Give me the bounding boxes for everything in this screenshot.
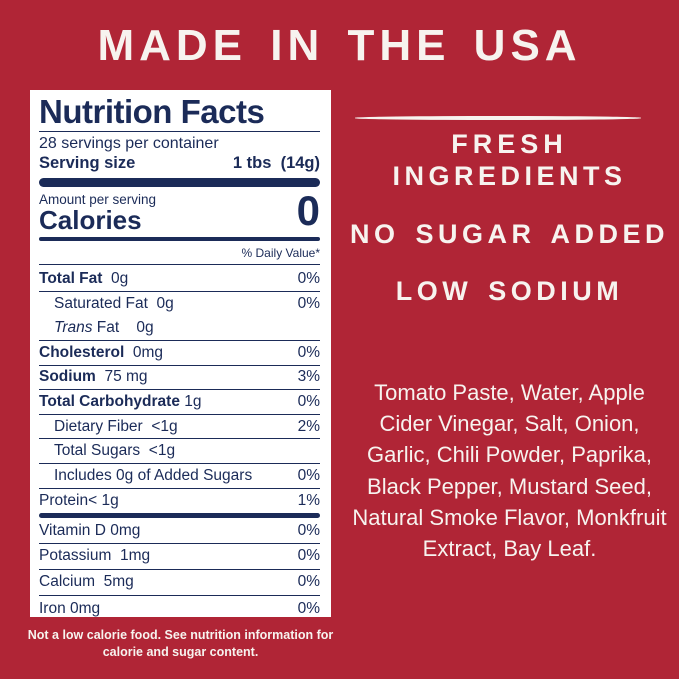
amount-per-serving-label: Amount per serving xyxy=(39,192,157,208)
divider-thin xyxy=(39,264,320,266)
nutrient-row: Vitamin D 0mg 0% xyxy=(39,518,320,545)
made-in-usa-heading: MADE IN THE USA xyxy=(97,21,582,70)
label-footnote: Not a low calorie food. See nutrition in… xyxy=(27,628,334,659)
ingredients-line: Tomato Paste, Water, Apple xyxy=(374,380,645,405)
ingredients-line: Black Pepper, Mustard Seed, xyxy=(367,473,652,499)
nutrient-name: Cholesterol 0mg xyxy=(39,343,164,361)
nutrient-name: Sodium 75 mg xyxy=(39,368,148,386)
nutrient-name: Vitamin D 0mg xyxy=(39,521,141,539)
nutrient-name: Includes 0g of Added Sugars xyxy=(54,466,253,484)
nutrient-name: Potassium 1mg xyxy=(39,547,151,565)
divider-medium xyxy=(39,237,320,242)
nutrient-name: Dietary Fiber <1g xyxy=(54,417,178,435)
daily-value-percent: 0% xyxy=(297,547,320,565)
nutrient-name: Protein< 1g xyxy=(39,491,119,509)
ingredients-list: Tomato Paste, Water, Apple Cider Vinegar,… xyxy=(340,377,679,564)
nutrient-name: Total Sugars <1g xyxy=(54,442,176,460)
calories-labels: Amount per serving Calories xyxy=(39,189,156,233)
nutrient-rows-vitamins: Vitamin D 0mg 0% Potassium 1mg 0% Calcium 5m… xyxy=(39,518,320,617)
claim-fresh: FRESH xyxy=(451,129,568,159)
divider-thick xyxy=(39,513,320,519)
claims-column: FRESH INGREDIENTS NO SUGAR ADDED LOW SOD… xyxy=(340,0,679,679)
nutrient-row: Protein< 1g 1% xyxy=(39,489,320,514)
nutrient-row: Saturated Fat 0g 0% xyxy=(39,292,320,317)
nutrient-name: Total Carbohydrate 1g xyxy=(39,393,202,411)
claim-ingredients: INGREDIENTS xyxy=(392,161,627,191)
nutrient-row: Calcium 5mg 0% xyxy=(39,570,320,596)
claim-low-sodium: LOW SODIUM xyxy=(395,276,624,306)
brush-divider-line xyxy=(355,116,641,120)
daily-value-header: % Daily Value* xyxy=(241,246,320,261)
serving-size-row: Serving size 1 tbs (14g) xyxy=(39,153,320,174)
nutrient-row: Total Carbohydrate 1g 0% xyxy=(39,390,320,415)
nutrient-row: Sodium 75 mg 3% xyxy=(39,366,320,391)
ingredients-line: Garlic, Chili Powder, Paprika, xyxy=(367,442,652,468)
daily-value-percent: 0% xyxy=(297,295,320,313)
daily-value-percent: 0% xyxy=(297,573,320,591)
nutrient-name: Total Fat 0g xyxy=(39,270,129,288)
nutrient-name: Saturated Fat 0g xyxy=(54,295,174,313)
calories-block: Amount per serving Calories 0 xyxy=(39,189,320,235)
nutrient-row: Total Fat 0g 0% xyxy=(39,267,320,292)
nutrient-name: Iron 0mg xyxy=(39,599,101,617)
servings-per-container: 28 servings per container xyxy=(39,135,219,153)
ingredients-line: Natural Smoke Flavor, Monkfruit xyxy=(352,504,667,530)
daily-value-percent: 1% xyxy=(297,491,320,509)
nutrient-name: Trans Fat 0g xyxy=(54,319,154,337)
serving-size-label: Serving size xyxy=(39,154,136,173)
nutrient-row: Includes 0g of Added Sugars 0% xyxy=(39,464,320,489)
daily-value-percent: 0% xyxy=(297,521,320,539)
divider-thick xyxy=(39,178,320,188)
daily-value-percent: 0% xyxy=(297,343,320,361)
daily-value-percent: 0% xyxy=(297,466,320,484)
nutrient-row: Cholesterol 0mg 0% xyxy=(39,341,320,366)
nutrient-row: Dietary Fiber <1g 2% xyxy=(39,415,320,440)
daily-value-percent: 2% xyxy=(297,417,320,435)
divider-thin xyxy=(39,131,320,133)
nutrient-row: Iron 0mg 0% xyxy=(39,596,320,617)
claim-no-sugar-added: NO SUGAR ADDED xyxy=(349,219,669,249)
nutrition-facts-title: Nutrition Facts xyxy=(39,93,265,130)
daily-value-percent: 0% xyxy=(297,599,320,617)
daily-value-percent: 0% xyxy=(297,270,320,288)
nutrient-row: Total Sugars <1g xyxy=(39,439,320,465)
nutrition-facts-panel: Nutrition Facts 28 servings per containe… xyxy=(30,90,331,617)
daily-value-percent: 0% xyxy=(297,393,320,411)
serving-size-value: 1 tbs (14g) xyxy=(232,154,320,173)
calories-label: Calories xyxy=(39,205,142,236)
nutrient-rows-main: Total Fat 0g 0% Saturated Fat 0g 0% Trans Fa… xyxy=(39,267,320,513)
calories-value: 0 xyxy=(296,187,320,235)
daily-value-percent: 3% xyxy=(297,368,320,386)
nutrient-row: Trans Fat 0g xyxy=(39,317,320,342)
ingredients-line: Extract, Bay Leaf. xyxy=(422,536,597,562)
ingredients-line: Cider Vinegar, Salt, Onion, xyxy=(379,411,640,437)
nutrient-row: Potassium 1mg 0% xyxy=(39,544,320,570)
nutrient-name: Calcium 5mg xyxy=(39,573,134,591)
